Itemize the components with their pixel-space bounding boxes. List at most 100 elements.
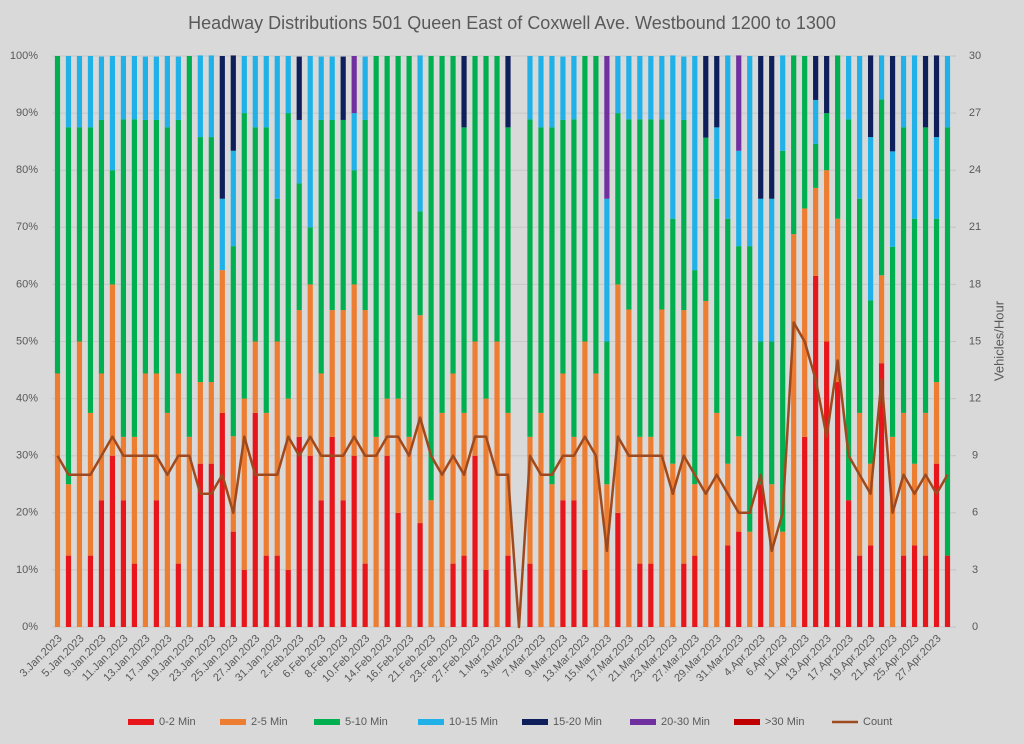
bar-segment: [241, 398, 247, 570]
bar-segment: [736, 55, 742, 151]
bar-segment: [208, 55, 214, 138]
bar-segment: [263, 56, 269, 128]
bar-segment: [65, 484, 72, 556]
legend-swatch: [522, 719, 548, 725]
bar-segment: [933, 382, 940, 464]
bar-segment: [373, 436, 379, 627]
bar-segment: [549, 484, 555, 627]
bar-segment: [703, 137, 709, 301]
bar-segment: [933, 218, 940, 383]
bar-segment: [878, 363, 885, 627]
bar-segment: [439, 56, 445, 413]
bar-segment: [120, 436, 127, 501]
y-tick-label: 80%: [16, 164, 38, 176]
bar-segment: [230, 531, 236, 627]
bar-segment: [758, 198, 764, 342]
bar-segment: [835, 218, 841, 383]
bar-segment: [197, 137, 203, 383]
bar-segment: [736, 150, 742, 247]
bar-segment: [670, 463, 676, 627]
bar-segment: [351, 56, 357, 114]
bar-segment: [307, 227, 313, 285]
bar-segment: [219, 198, 225, 271]
bar-segment: [428, 56, 434, 501]
bar-segment: [813, 187, 819, 276]
bar-segment: [87, 555, 94, 627]
bar-segment: [175, 119, 181, 374]
bar-segment: [131, 119, 138, 437]
bar-segment: [164, 412, 170, 627]
bar-segment: [186, 436, 192, 627]
y2-tick-label: 12: [969, 393, 981, 405]
bar-segment: [835, 55, 841, 219]
bar-segment: [483, 569, 489, 627]
y2-tick-label: 9: [972, 450, 978, 462]
bar-segment: [659, 309, 665, 627]
bar-segment: [175, 373, 181, 564]
bar-segment: [758, 341, 764, 485]
bar-segment: [615, 113, 621, 285]
bar-segment: [76, 341, 83, 627]
bar-segment: [944, 127, 951, 556]
y-tick-label: 100%: [10, 50, 38, 62]
bar-segment: [98, 373, 105, 501]
bar-segment: [889, 151, 896, 247]
bar-segment: [560, 500, 566, 627]
bar-segment: [197, 382, 203, 464]
bar-segment: [241, 569, 247, 627]
bar-segment: [703, 56, 709, 138]
bar-segment: [296, 436, 302, 627]
bar-segment: [813, 99, 819, 144]
bar-segment: [384, 56, 390, 399]
bar-segment: [285, 56, 291, 114]
bar-segment: [703, 300, 709, 627]
bar-segment: [384, 455, 390, 627]
chart-title: Headway Distributions 501 Queen East of …: [188, 13, 836, 33]
bar-segment: [813, 56, 819, 100]
bar-segment: [944, 56, 951, 128]
bar-segment: [857, 198, 863, 413]
bar-segment: [571, 56, 577, 120]
bar-segment: [208, 382, 214, 464]
bar-segment: [153, 373, 159, 501]
bar-segment: [933, 463, 940, 627]
bar-segment: [747, 531, 753, 627]
bar-segment: [725, 218, 731, 464]
bar-segment: [857, 555, 863, 627]
legend-swatch: [418, 719, 444, 725]
y2-tick-label: 24: [969, 164, 981, 176]
bar-segment: [857, 56, 863, 199]
bar-segment: [747, 246, 753, 532]
bar-segment: [351, 113, 357, 171]
bar-segment: [813, 143, 819, 188]
bar-segment: [450, 373, 456, 564]
bar-segment: [780, 150, 786, 532]
bar-segment: [824, 341, 830, 627]
bar-segment: [736, 246, 742, 437]
bar-segment: [450, 563, 456, 627]
bar-segment: [494, 341, 500, 627]
bar-segment: [593, 56, 599, 374]
bar-segment: [87, 412, 94, 556]
bar-segment: [263, 555, 269, 627]
legend-label: 10-15 Min: [449, 716, 498, 728]
bar-segment: [527, 436, 533, 564]
bar-segment: [329, 436, 335, 627]
bar-segment: [714, 127, 720, 199]
bar-segment: [747, 56, 753, 247]
bar-segment: [549, 127, 555, 485]
bar-segment: [98, 56, 105, 120]
bar-segment: [637, 563, 643, 627]
bar-segment: [648, 119, 654, 437]
bar-segment: [340, 500, 346, 627]
bar-segment: [406, 56, 412, 437]
bar-segment: [769, 56, 775, 199]
bar-segment: [219, 56, 225, 199]
bar-segment: [197, 463, 203, 627]
bar-segment: [54, 373, 61, 627]
legend-label: Count: [863, 716, 892, 728]
bar-segment: [241, 113, 247, 399]
bar-segment: [98, 119, 105, 374]
bar-segment: [208, 463, 214, 627]
bar-segment: [900, 127, 907, 413]
